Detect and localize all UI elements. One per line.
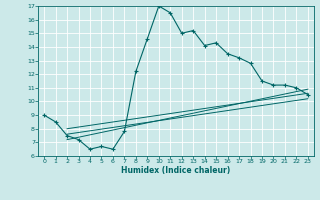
X-axis label: Humidex (Indice chaleur): Humidex (Indice chaleur) xyxy=(121,166,231,175)
